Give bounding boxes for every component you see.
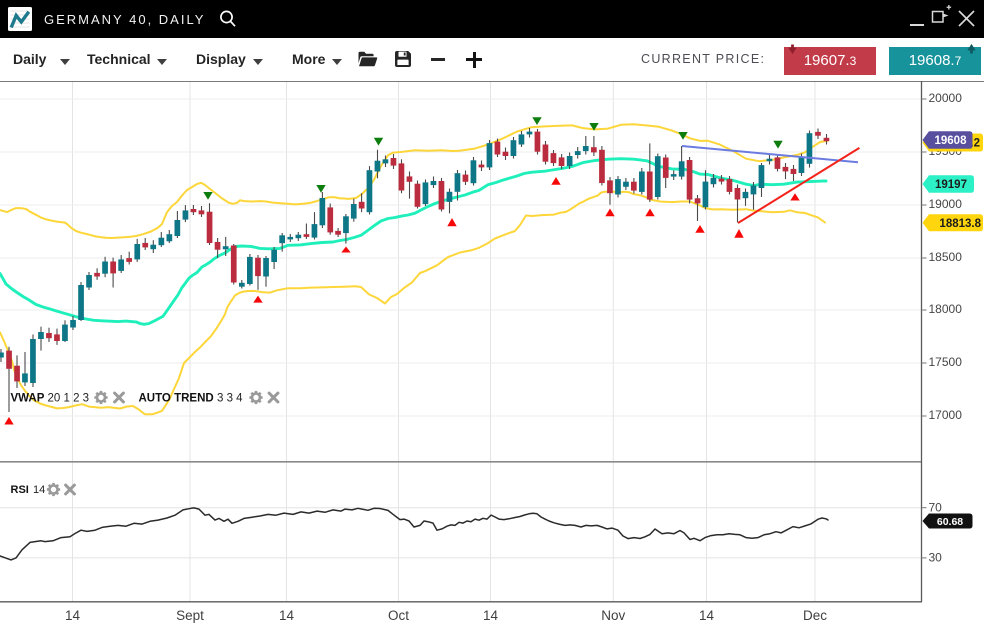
- svg-text:20 1 2 3: 20 1 2 3: [48, 393, 90, 405]
- svg-text:14: 14: [65, 608, 81, 623]
- svg-text:14: 14: [699, 608, 715, 623]
- svg-text:18813.8: 18813.8: [939, 218, 981, 230]
- svg-text:AUTO TREND: AUTO TREND: [139, 393, 214, 405]
- svg-text:19000: 19000: [929, 197, 963, 211]
- svg-text:3 3 4: 3 3 4: [217, 393, 243, 405]
- svg-text:14: 14: [483, 608, 499, 623]
- svg-text:18000: 18000: [929, 302, 963, 316]
- svg-text:17000: 17000: [929, 408, 963, 422]
- svg-text:60.68: 60.68: [937, 516, 963, 528]
- svg-text:19608: 19608: [935, 135, 968, 147]
- svg-text:Oct: Oct: [388, 608, 409, 623]
- svg-text:20000: 20000: [929, 91, 963, 105]
- svg-text:70: 70: [929, 500, 943, 514]
- svg-text:30: 30: [929, 551, 943, 565]
- svg-text:RSI: RSI: [11, 484, 29, 496]
- svg-text:VWAP: VWAP: [11, 393, 45, 405]
- svg-text:14: 14: [279, 608, 295, 623]
- svg-text:19197: 19197: [935, 179, 967, 191]
- svg-text:17500: 17500: [929, 355, 963, 369]
- svg-text:18500: 18500: [929, 250, 963, 264]
- svg-text:Nov: Nov: [601, 608, 625, 623]
- svg-text:Sept: Sept: [176, 608, 204, 623]
- svg-text:Dec: Dec: [803, 608, 827, 623]
- svg-text:14: 14: [33, 484, 45, 496]
